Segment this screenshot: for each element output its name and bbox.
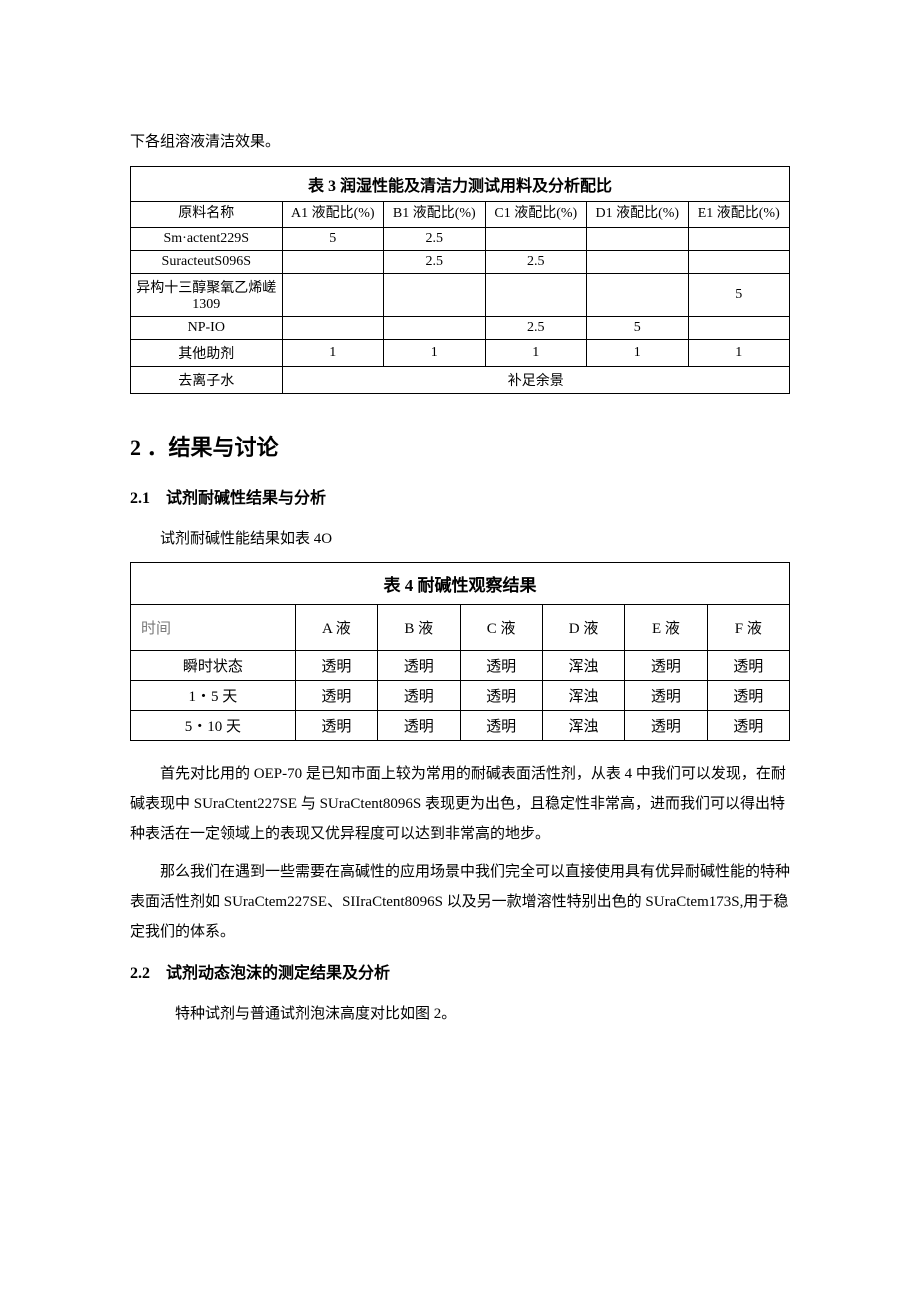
- table-cell: Sm·actent229S: [131, 227, 283, 250]
- table-cell: 异构十三醇聚氧乙烯嵯 1309: [131, 273, 283, 316]
- table-cell: [282, 250, 383, 273]
- document-page: 下各组溶液清洁效果。 表 3 润湿性能及清洁力测试用料及分析配比 原料名称 A1…: [0, 0, 920, 1301]
- table-cell: 透明: [625, 710, 707, 740]
- table-cell: 5: [688, 273, 790, 316]
- table-4-caption-text: 表 4 耐碱性观察结果: [131, 562, 790, 604]
- table-cell: [587, 250, 688, 273]
- table-cell: 浑浊: [542, 650, 624, 680]
- table-cell: [587, 227, 688, 250]
- table-cell: NP-IO: [131, 316, 283, 339]
- table-4-caption: 表 4 耐碱性观察结果: [131, 562, 790, 604]
- table-cell: 1: [587, 339, 688, 366]
- table-4-col-header: D 液: [542, 604, 624, 650]
- table-cell: 1・5 天: [131, 680, 296, 710]
- table-cell: 1: [688, 339, 790, 366]
- table-4-header-row: 时间 A 液 B 液 C 液 D 液 E 液 F 液: [131, 604, 790, 650]
- table-4-col-header: E 液: [625, 604, 707, 650]
- table-row: 异构十三醇聚氧乙烯嵯 1309 5: [131, 273, 790, 316]
- table-row: SuracteutS096S 2.5 2.5: [131, 250, 790, 273]
- table-cell: 透明: [378, 680, 460, 710]
- table-cell: 2.5: [384, 227, 485, 250]
- table-cell: 5: [282, 227, 383, 250]
- table-cell: 透明: [625, 650, 707, 680]
- table-3: 表 3 润湿性能及清洁力测试用料及分析配比 原料名称 A1 液配比(%) B1 …: [130, 166, 790, 394]
- table-cell: [688, 316, 790, 339]
- table-3-header-row: 原料名称 A1 液配比(%) B1 液配比(%) C1 液配比(%) D1 液配…: [131, 202, 790, 228]
- table-cell: 透明: [625, 680, 707, 710]
- table-4-col-header: C 液: [460, 604, 542, 650]
- table-3-col-header: B1 液配比(%): [384, 202, 485, 228]
- table-cell: 浑浊: [542, 710, 624, 740]
- heading-1: 2 ．结果与讨论: [130, 430, 790, 462]
- table-cell: 透明: [295, 680, 377, 710]
- table-row: 1・5 天 透明 透明 透明 浑浊 透明 透明: [131, 680, 790, 710]
- table-4-col-header: F 液: [707, 604, 789, 650]
- table-cell: 透明: [460, 710, 542, 740]
- table-cell: [384, 273, 485, 316]
- table-row: Sm·actent229S 5 2.5: [131, 227, 790, 250]
- table-3-col-header: C1 液配比(%): [485, 202, 586, 228]
- table-cell: 1: [282, 339, 383, 366]
- table-cell: [282, 273, 383, 316]
- table-cell: SuracteutS096S: [131, 250, 283, 273]
- table-cell: 去离子水: [131, 366, 283, 393]
- table-cell: 1: [384, 339, 485, 366]
- table-cell: [384, 316, 485, 339]
- paragraph-1: 首先对比用的 OEP-70 是已知市面上较为常用的耐碱表面活性剂，从表 4 中我…: [130, 759, 790, 849]
- table-cell: 5: [587, 316, 688, 339]
- table-cell: 其他助剂: [131, 339, 283, 366]
- table-4-col-header: B 液: [378, 604, 460, 650]
- table-3-col-header: E1 液配比(%): [688, 202, 790, 228]
- table-3-rowlabel-header: 原料名称: [131, 202, 283, 228]
- table-cell: 透明: [295, 650, 377, 680]
- table-3-footer-row: 去离子水 补足余景: [131, 366, 790, 393]
- table-cell: 2.5: [485, 250, 586, 273]
- table-cell: 透明: [295, 710, 377, 740]
- table-cell: [485, 227, 586, 250]
- table-cell: 透明: [460, 650, 542, 680]
- heading-2-2: 2.2 试剂动态泡沫的测定结果及分析: [130, 959, 790, 983]
- table-cell: 透明: [378, 650, 460, 680]
- table-cell: [688, 250, 790, 273]
- table-cell: [587, 273, 688, 316]
- table-4: 表 4 耐碱性观察结果 时间 A 液 B 液 C 液 D 液 E 液 F 液 瞬…: [130, 562, 790, 741]
- table-row: 5・10 天 透明 透明 透明 浑浊 透明 透明: [131, 710, 790, 740]
- table-cell: 2.5: [485, 316, 586, 339]
- table-3-caption-text: 表 3 润湿性能及清洁力测试用料及分析配比: [131, 167, 790, 202]
- table-cell: [688, 227, 790, 250]
- intro-line: 下各组溶液清洁效果。: [130, 130, 790, 154]
- table-cell: 浑浊: [542, 680, 624, 710]
- table-cell: 透明: [460, 680, 542, 710]
- section-2-2-lead: 特种试剂与普通试剂泡沫高度对比如图 2。: [130, 999, 790, 1029]
- table-row: 其他助剂 1 1 1 1 1: [131, 339, 790, 366]
- table-cell: 2.5: [384, 250, 485, 273]
- table-row: NP-IO 2.5 5: [131, 316, 790, 339]
- table-3-caption: 表 3 润湿性能及清洁力测试用料及分析配比: [131, 167, 790, 202]
- table-cell: 透明: [707, 710, 789, 740]
- table-cell: 透明: [707, 650, 789, 680]
- section-2-1-lead: 试剂耐碱性能结果如表 4O: [130, 524, 790, 554]
- table-3-col-header: D1 液配比(%): [587, 202, 688, 228]
- table-cell: [282, 316, 383, 339]
- table-4-col-header: A 液: [295, 604, 377, 650]
- table-cell: 补足余景: [282, 366, 789, 393]
- table-cell: 1: [485, 339, 586, 366]
- table-cell: [485, 273, 586, 316]
- table-cell: 瞬时状态: [131, 650, 296, 680]
- heading-2-1: 2.1 试剂耐碱性结果与分析: [130, 484, 790, 508]
- table-row: 瞬时状态 透明 透明 透明 浑浊 透明 透明: [131, 650, 790, 680]
- table-cell: 透明: [707, 680, 789, 710]
- paragraph-2: 那么我们在遇到一些需要在高碱性的应用场景中我们完全可以直接使用具有优异耐碱性能的…: [130, 857, 790, 947]
- table-cell: 5・10 天: [131, 710, 296, 740]
- table-4-time-header: 时间: [131, 604, 296, 650]
- table-3-col-header: A1 液配比(%): [282, 202, 383, 228]
- table-cell: 透明: [378, 710, 460, 740]
